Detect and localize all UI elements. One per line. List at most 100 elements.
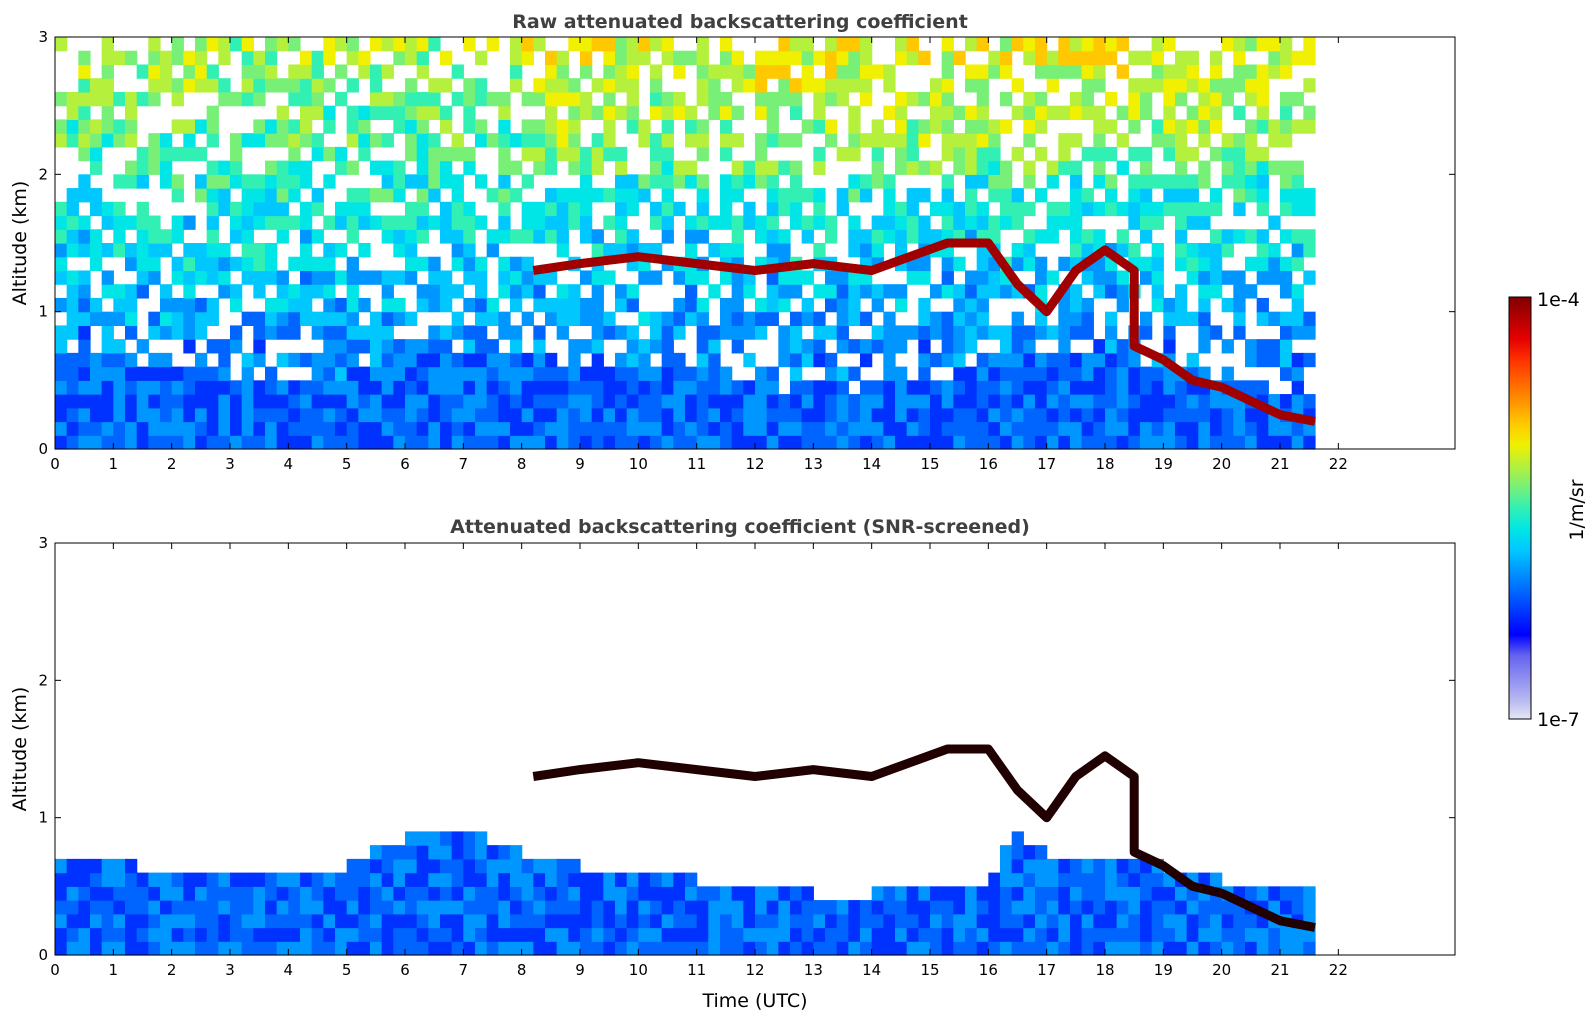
heatmap-cell	[416, 160, 429, 175]
heatmap-cell	[1105, 435, 1118, 450]
heatmap-cell	[615, 229, 628, 244]
heatmap-cell	[836, 270, 849, 285]
heatmap-cell	[510, 284, 523, 299]
heatmap-cell	[125, 941, 138, 956]
heatmap-cell	[696, 421, 709, 436]
heatmap-cell	[288, 284, 301, 299]
heatmap-cell	[440, 119, 453, 134]
heatmap-cell	[731, 160, 744, 175]
heatmap-cell	[160, 872, 173, 887]
heatmap-cell	[895, 133, 908, 148]
heatmap-cell	[1291, 91, 1304, 107]
heatmap-cell	[1210, 119, 1223, 134]
heatmap-cell	[1000, 858, 1013, 874]
heatmap-cell	[90, 160, 103, 175]
heatmap-cell	[778, 352, 791, 368]
heatmap-cell	[486, 243, 499, 258]
heatmap-cell	[428, 256, 441, 272]
heatmap-cell	[1140, 872, 1153, 887]
heatmap-cell	[883, 435, 896, 450]
heatmap-cell	[136, 64, 149, 79]
heatmap-cell	[813, 941, 826, 956]
heatmap-cell	[521, 229, 534, 244]
heatmap-cell	[1070, 325, 1083, 340]
heatmap-cell	[626, 366, 639, 381]
heatmap-cell	[66, 270, 79, 285]
heatmap-cell	[510, 394, 523, 409]
heatmap-cell	[696, 927, 709, 942]
heatmap-cell	[451, 64, 464, 79]
heatmap-cell	[743, 64, 756, 79]
heatmap-cell	[591, 105, 604, 120]
heatmap-cell	[206, 394, 219, 409]
heatmap-cell	[603, 133, 616, 148]
heatmap-cell	[440, 366, 453, 381]
heatmap-cell	[755, 380, 768, 395]
heatmap-cell	[381, 352, 394, 368]
heatmap-cell	[591, 188, 604, 203]
heatmap-cell	[90, 352, 103, 368]
heatmap-cell	[1023, 243, 1036, 258]
heatmap-cell	[358, 50, 371, 66]
heatmap-cell	[1046, 50, 1059, 66]
heatmap-cell	[1046, 407, 1059, 423]
heatmap-cell	[1233, 188, 1246, 203]
heatmap-cell	[78, 339, 91, 354]
heatmap-cell	[230, 913, 243, 929]
heatmap-cell	[440, 229, 453, 244]
heatmap-cell	[288, 325, 301, 340]
heatmap-cell	[591, 325, 604, 340]
heatmap-cell	[370, 927, 383, 942]
heatmap-cell	[405, 256, 418, 272]
heatmap-cell	[1151, 886, 1164, 901]
heatmap-cell	[941, 900, 954, 915]
heatmap-cell	[790, 160, 803, 175]
heatmap-cell	[78, 91, 91, 107]
heatmap-cell	[265, 941, 278, 956]
heatmap-cell	[976, 215, 989, 230]
heatmap-cell	[836, 78, 849, 93]
heatmap-cell	[195, 37, 208, 52]
heatmap-cell	[1221, 407, 1234, 423]
heatmap-cell	[1233, 913, 1246, 929]
heatmap-cell	[183, 243, 196, 258]
heatmap-cell	[860, 229, 873, 244]
heatmap-cell	[265, 913, 278, 929]
heatmap-cell	[230, 927, 243, 942]
heatmap-cell	[883, 339, 896, 354]
heatmap-cell	[148, 407, 161, 423]
heatmap-cell	[1280, 435, 1293, 450]
heatmap-cell	[976, 174, 989, 189]
heatmap-cell	[1291, 256, 1304, 272]
heatmap-cell	[311, 311, 324, 326]
heatmap-cell	[673, 352, 686, 368]
heatmap-cell	[195, 119, 208, 134]
heatmap-cell	[405, 913, 418, 929]
heatmap-cell	[1221, 270, 1234, 285]
heatmap-cell	[451, 435, 464, 450]
heatmap-cell	[405, 311, 418, 326]
heatmap-cell	[300, 243, 313, 258]
heatmap-cell	[953, 311, 966, 326]
heatmap-cell	[381, 858, 394, 874]
heatmap-cell	[113, 119, 126, 134]
heatmap-cell	[766, 270, 779, 285]
heatmap-cell	[300, 50, 313, 66]
heatmap-cell	[883, 311, 896, 326]
heatmap-cell	[1081, 325, 1094, 340]
heatmap-cell	[416, 435, 429, 450]
heatmap-cell	[848, 394, 861, 409]
heatmap-cell	[136, 91, 149, 107]
heatmap-cell	[976, 64, 989, 79]
heatmap-cell	[101, 215, 114, 230]
heatmap-cell	[1163, 105, 1176, 120]
heatmap-cell	[591, 284, 604, 299]
heatmap-cell	[638, 270, 651, 285]
heatmap-cell	[685, 243, 698, 258]
heatmap-cell	[685, 311, 698, 326]
heatmap-cell	[918, 297, 931, 313]
heatmap-cell	[1116, 297, 1129, 313]
cloud-layer	[532, 744, 1316, 932]
heatmap-cell	[603, 270, 616, 285]
heatmap-cell	[556, 64, 569, 79]
